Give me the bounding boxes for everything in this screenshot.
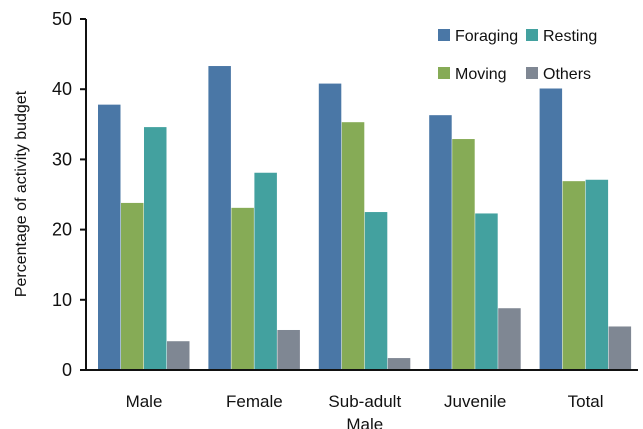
x-category-label: Juvenile (444, 392, 506, 411)
y-tick-label: 20 (52, 220, 72, 240)
bar-moving-1 (231, 207, 254, 370)
bar-others-1 (277, 329, 300, 370)
legend-swatch-resting (526, 29, 538, 41)
legend-swatch-others (526, 67, 538, 79)
y-tick-label: 10 (52, 290, 72, 310)
bar-moving-4 (562, 181, 586, 370)
bar-resting-0 (144, 127, 167, 370)
y-tick-label: 0 (62, 360, 72, 380)
bar-foraging-3 (429, 115, 452, 370)
bar-moving-2 (341, 122, 365, 370)
bar-resting-2 (364, 212, 388, 370)
x-category-label-line: Sub-adult (328, 392, 401, 411)
bar-resting-1 (254, 172, 277, 370)
x-category-label: Sub-adult Male (328, 392, 401, 429)
bar-foraging-2 (318, 83, 342, 371)
bar-moving-0 (121, 202, 144, 370)
x-category-label: Total (568, 392, 604, 411)
x-category-label-line: Female (226, 392, 283, 411)
legend-label-others: Others (543, 66, 591, 83)
legend-label-resting: Resting (543, 28, 597, 45)
bars-group (98, 66, 632, 371)
y-axis-title: Percentage of activity budget (13, 90, 30, 297)
x-category-label-line: Total (568, 392, 604, 411)
bar-resting-4 (585, 179, 609, 370)
bar-others-4 (608, 326, 632, 370)
y-ticks-group: 0 10 20 30 40 50 (52, 9, 86, 380)
legend: Foraging Resting Moving Others (438, 28, 597, 83)
bar-resting-3 (475, 213, 498, 370)
y-tick-label: 30 (52, 149, 72, 169)
x-category-label-line: Juvenile (444, 392, 506, 411)
bar-foraging-0 (98, 104, 121, 371)
x-category-label-line: Male (346, 415, 383, 429)
bar-moving-3 (452, 139, 475, 370)
x-category-label: Female (226, 392, 283, 411)
y-tick-label: 40 (52, 79, 72, 99)
bar-foraging-4 (539, 88, 563, 371)
legend-swatch-moving (438, 67, 450, 79)
axes-group (85, 19, 638, 371)
legend-label-foraging: Foraging (455, 28, 518, 45)
x-labels-group: Male Female Sub-adult Male Juvenile Total (126, 392, 604, 429)
legend-swatch-foraging (438, 29, 450, 41)
x-category-label: Male (126, 392, 163, 411)
bar-others-0 (167, 341, 190, 370)
legend-label-moving: Moving (455, 66, 507, 83)
bar-foraging-1 (208, 66, 231, 370)
bar-others-2 (387, 358, 411, 370)
y-tick-label: 50 (52, 9, 72, 29)
x-category-label-line: Male (126, 392, 163, 411)
bar-others-3 (498, 308, 521, 370)
